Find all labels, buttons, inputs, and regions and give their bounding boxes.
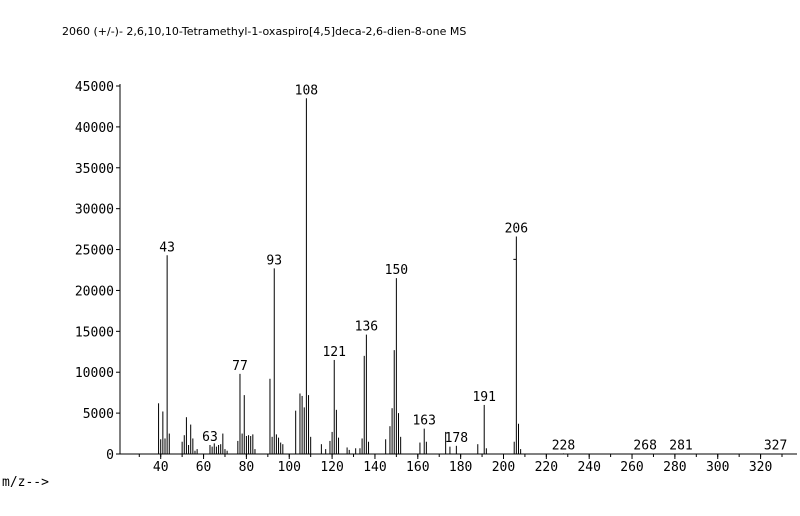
x-tick-label: 300 [706,460,729,475]
peak-label: 191 [472,390,495,405]
x-tick-label: 280 [663,460,686,475]
x-tick-label: 160 [406,460,429,475]
x-tick-label: 240 [577,460,600,475]
peak-label: 93 [266,253,282,268]
x-tick-label: 100 [278,460,301,475]
y-tick-label: 35000 [75,162,114,177]
y-tick-label: 45000 [75,80,114,95]
x-tick-label: 320 [749,460,772,475]
x-tick-label: 80 [239,460,255,475]
spectrum-peaks [158,98,777,454]
x-tick-label: 140 [363,460,386,475]
x-tick-label: 260 [620,460,643,475]
peak-label: 77 [232,359,248,374]
x-tick-label: 40 [153,460,169,475]
peak-label: 63 [202,430,218,445]
y-axis-ticks: 0 5000 10000 15000 20000 25000 30000 35000 40000… [75,80,120,463]
peak-label: 268 [633,439,656,454]
x-tick-label: 200 [492,460,515,475]
peak-label: 327 [764,439,787,454]
peak-label: 150 [385,263,408,278]
chart-title: 2060 (+/-)- 2,6,10,10-Tetramethyl-1-oxas… [62,25,466,38]
y-tick-label: 0 [106,448,114,463]
x-axis-ticks: 40 60 80 100 120 140 160 180 200 220 240 260 280 300 3… [138,454,783,475]
x-tick-label: 60 [196,460,212,475]
peak-label: 121 [322,345,345,360]
x-tick-label: 120 [320,460,343,475]
y-tick-label: 25000 [75,244,114,259]
x-axis-label: m/z--> [2,475,49,490]
peak-label: 108 [295,83,318,98]
peak-label: 43 [159,240,175,255]
peak-label: 163 [412,414,435,429]
peak-label: 228 [552,438,575,453]
y-tick-label: 5000 [83,407,114,422]
peak-label: 281 [669,439,692,454]
x-tick-label: 220 [535,460,558,475]
peak-label: 136 [355,320,378,335]
x-tick-label: 180 [449,460,472,475]
y-tick-label: 15000 [75,325,114,340]
peak-label: 178 [445,431,468,446]
peak-label: 206 [505,221,528,236]
peak-labels: 43 63 77 93 108 121 136 150 163 178 191 206 228 268 28… [159,83,787,453]
y-tick-label: 40000 [75,121,114,136]
y-tick-label: 10000 [75,366,114,381]
y-tick-label: 20000 [75,284,114,299]
y-tick-label: 30000 [75,203,114,218]
